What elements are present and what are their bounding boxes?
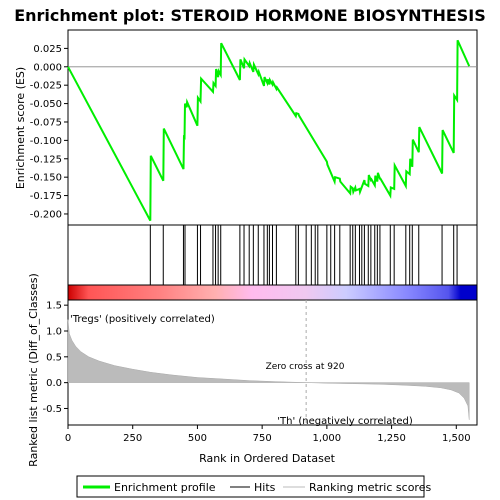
legend-hits-label: Hits xyxy=(254,481,276,494)
es-y-tick-label: -0.200 xyxy=(30,209,62,220)
es-y-axis: 0.025 0.000 -0.025 -0.050 -0.075 -0.100 -0.125… xyxy=(30,44,68,221)
x-tick-label: 750 xyxy=(253,433,272,444)
es-y-tick-label: -0.025 xyxy=(30,81,62,92)
es-panel-frame xyxy=(68,30,477,225)
positive-correlation-label: 'Tregs' (positively correlated) xyxy=(70,314,215,325)
es-y-tick-label: -0.075 xyxy=(30,117,62,128)
es-y-tick-label: -0.175 xyxy=(30,191,62,202)
rank-y-tick-label: -0.5 xyxy=(42,404,62,415)
es-y-tick-label: 0.000 xyxy=(33,62,62,73)
es-y-axis-label: Enrichment score (ES) xyxy=(14,67,27,189)
zero-cross-label: Zero cross at 920 xyxy=(266,362,345,372)
rank-color-gradient-bar xyxy=(68,285,477,300)
es-y-tick-label: -0.125 xyxy=(30,154,62,165)
negative-correlation-label: 'Th' (negatively correlated) xyxy=(277,416,413,427)
x-tick-label: 500 xyxy=(188,433,207,444)
x-axis-label: Rank in Ordered Dataset xyxy=(199,452,336,465)
x-tick-label: 250 xyxy=(123,433,142,444)
rank-y-axis: 1.5 1.0 0.5 0.0 -0.5 xyxy=(42,301,68,415)
x-tick-label: 0 xyxy=(65,433,71,444)
rank-y-tick-label: 0.5 xyxy=(46,352,62,363)
es-y-tick-label: 0.025 xyxy=(33,44,62,55)
legend-ranking-label: Ranking metric scores xyxy=(309,481,431,494)
legend-enrichment-label: Enrichment profile xyxy=(114,481,216,494)
es-y-tick-label: -0.050 xyxy=(30,99,62,110)
x-tick-label: 1,500 xyxy=(442,433,471,444)
es-y-tick-label: -0.150 xyxy=(30,173,62,184)
x-tick-label: 1,250 xyxy=(377,433,406,444)
x-tick-label: 1,000 xyxy=(313,433,342,444)
rank-y-tick-label: 1.0 xyxy=(46,326,62,337)
rank-y-tick-label: 0.0 xyxy=(46,378,62,389)
x-axis: 0 250 500 750 1,000 1,250 1,500 xyxy=(65,425,471,444)
es-y-tick-label: -0.100 xyxy=(30,136,62,147)
rank-y-tick-label: 1.5 xyxy=(46,301,62,312)
chart-title: Enrichment plot: STEROID HORMONE BIOSYNT… xyxy=(14,6,486,25)
rank-y-axis-label: Ranked list metric (Diff_of_Classes) xyxy=(27,273,40,467)
